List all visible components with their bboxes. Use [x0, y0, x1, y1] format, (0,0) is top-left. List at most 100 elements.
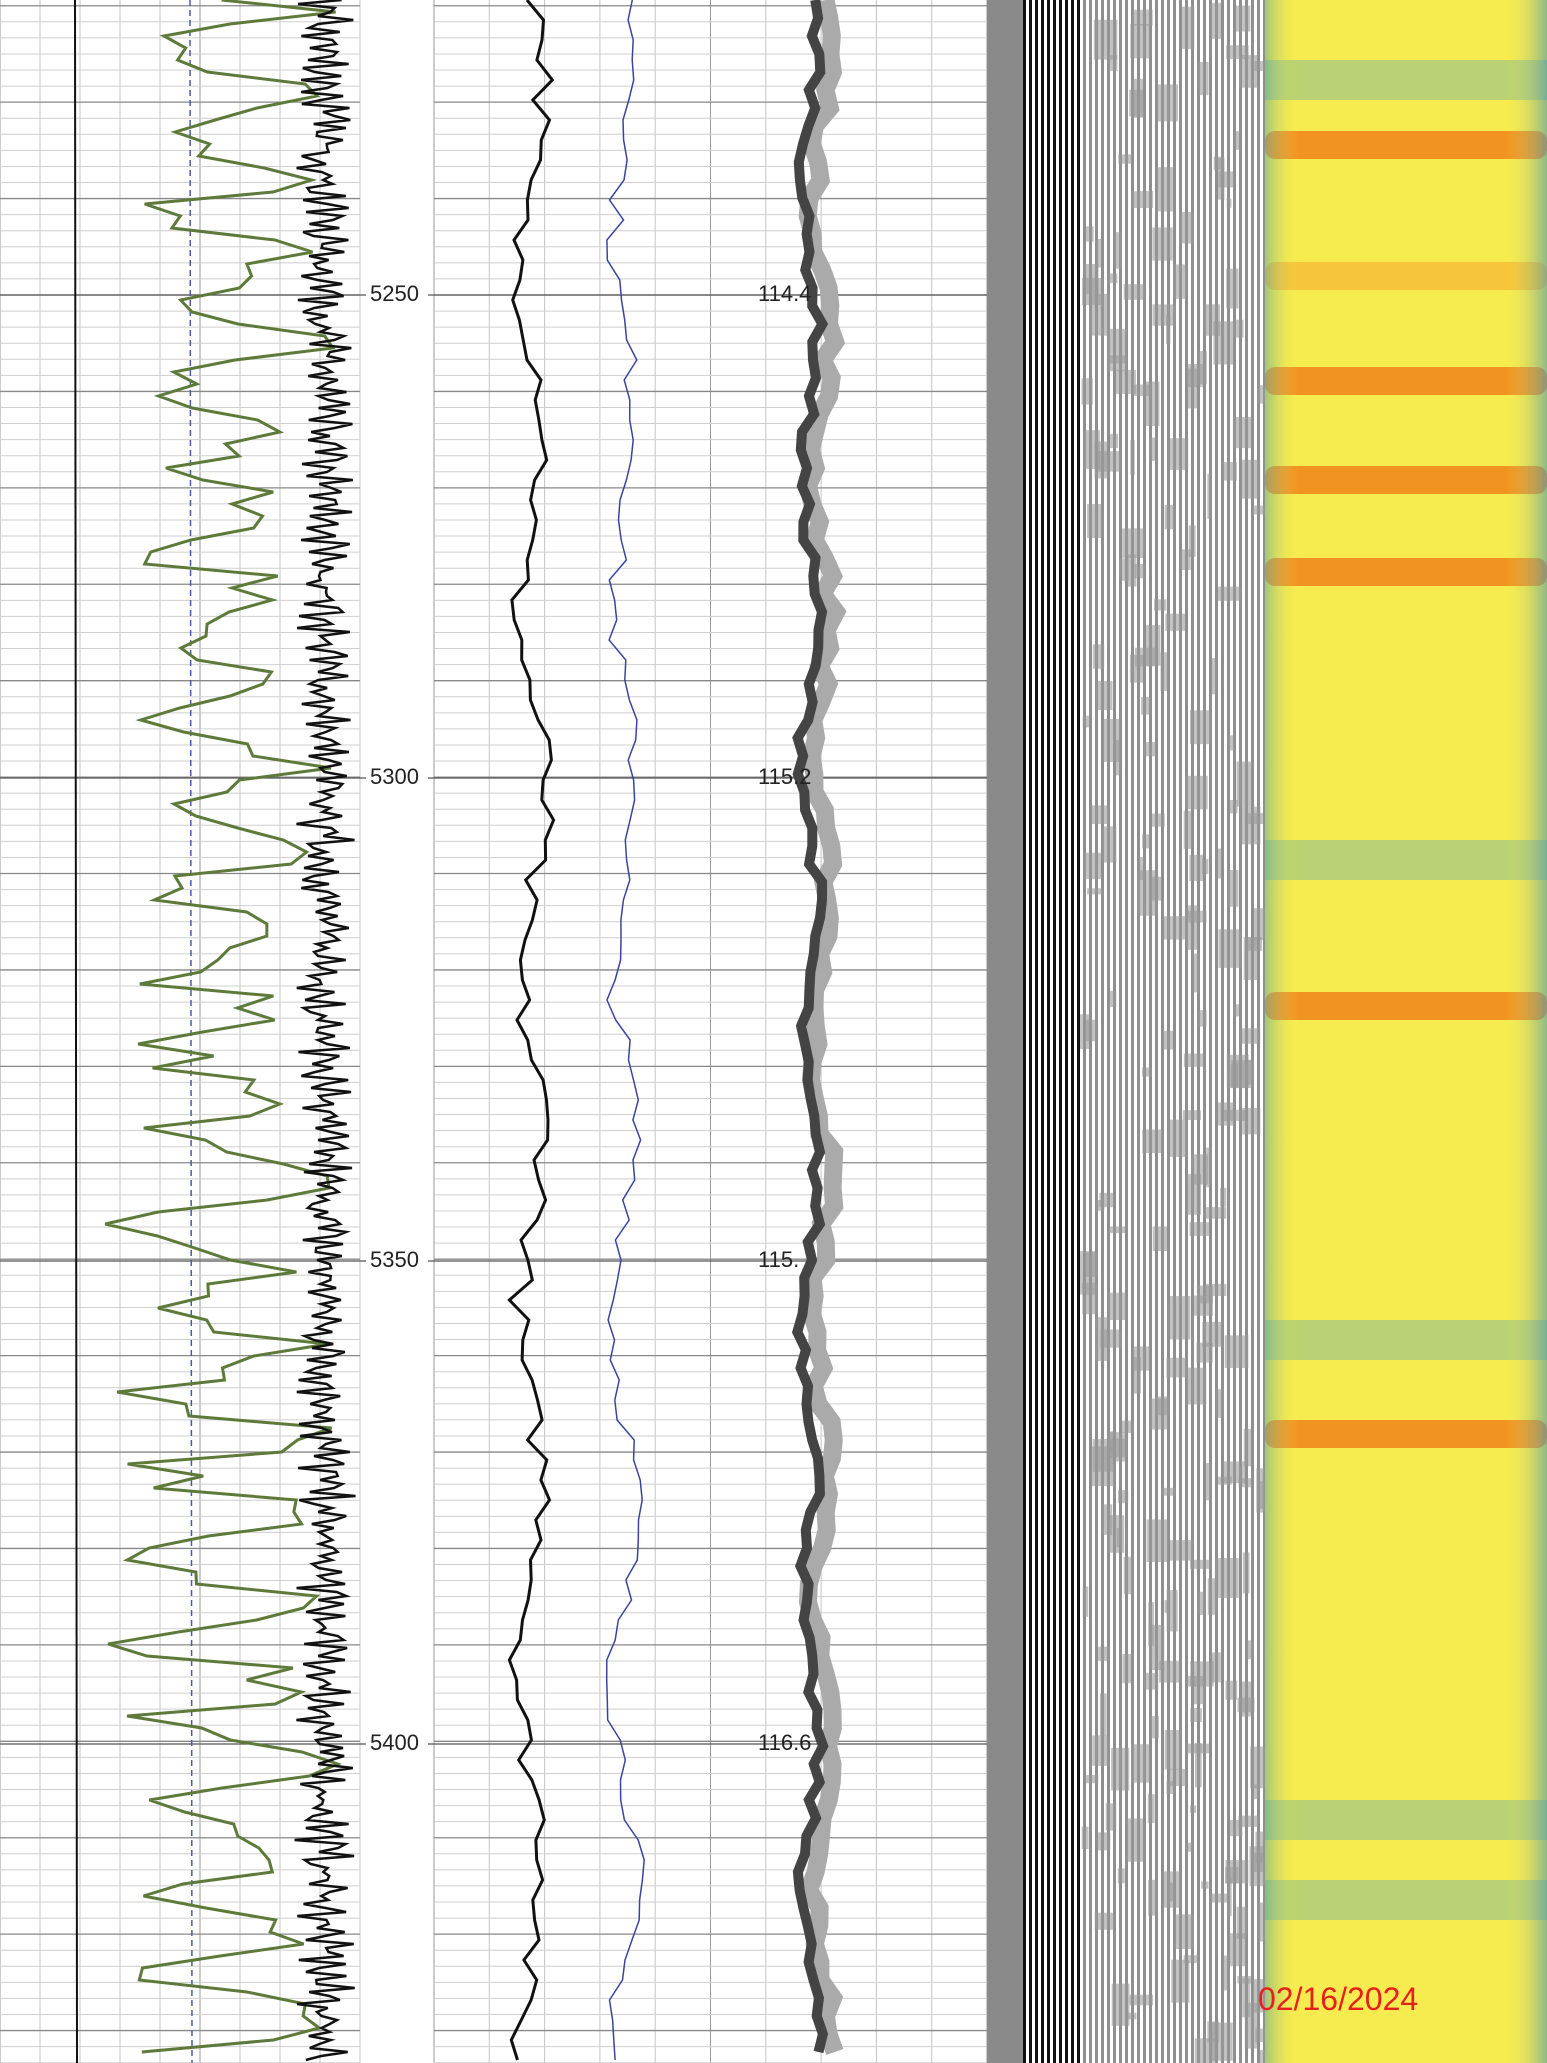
vdl-noise [1161, 1487, 1176, 1496]
vdl-noise [1183, 1053, 1205, 1067]
vdl-noise [1217, 586, 1242, 601]
vdl-noise [1164, 1729, 1181, 1770]
vdl-noise [1225, 1680, 1238, 1700]
vdl-noise [1220, 1187, 1227, 1207]
vdl-stripe [1077, 0, 1080, 2063]
vdl-noise [1108, 1226, 1126, 1234]
time-label: 116.6 [758, 1730, 811, 1755]
vdl-noise [1240, 1028, 1261, 1044]
vdl-noise [1082, 1282, 1099, 1315]
vdl-stripe [1215, 0, 1218, 2063]
vdl-noise [1105, 1803, 1117, 1831]
vdl-stripe [1209, 0, 1212, 2063]
vdl-stripe [1035, 0, 1038, 2063]
vdl-noise [1160, 652, 1168, 691]
vdl-noise [1081, 1826, 1089, 1850]
vdl-noise [1205, 1463, 1211, 1501]
depth-label: 5400 [370, 1730, 419, 1755]
vdl-noise [1132, 9, 1153, 26]
vdl-noise [1138, 857, 1145, 881]
vdl-stripe [1029, 0, 1032, 2063]
vdl-noise [1092, 1735, 1110, 1766]
vdl-noise [1152, 1226, 1168, 1252]
vdl-noise [1145, 625, 1161, 666]
vdl-noise [1129, 1994, 1154, 2006]
vdl-noise [1237, 1697, 1255, 1713]
vdl-noise [1115, 740, 1121, 776]
vdl-noise [1218, 929, 1242, 968]
vdl-stripe [1041, 0, 1044, 2063]
vdl-noise [1082, 1586, 1089, 1617]
vdl-noise [1121, 1420, 1135, 1433]
vdl-stripe [1155, 0, 1158, 2063]
vdl-noise [1110, 433, 1119, 448]
vdl-stripe [1053, 0, 1056, 2063]
vdl-noise [1182, 1110, 1201, 1120]
vdl-noise [1223, 1955, 1230, 1991]
vdl-noise [1149, 1398, 1168, 1430]
vdl-noise [1183, 1955, 1200, 1964]
vdl-noise [1227, 869, 1239, 907]
vdl-noise [1233, 319, 1244, 338]
depth-label: 5300 [370, 764, 419, 789]
vdl-noise [1133, 1357, 1141, 1394]
vdl-noise [1198, 61, 1209, 96]
vdl-noise [1107, 1432, 1128, 1458]
vdl-noise [1259, 2049, 1268, 2063]
vdl-noise [1242, 1552, 1250, 1594]
vdl-noise [1246, 813, 1264, 824]
vdl-noise [1186, 1367, 1207, 1405]
vdl-stripe [1203, 0, 1206, 2063]
vdl-noise [1152, 813, 1165, 827]
vdl-noise [1244, 2002, 1259, 2049]
vdl-noise [1148, 1879, 1158, 1916]
vdl-noise [1193, 1676, 1206, 1705]
vdl-noise [1164, 1600, 1169, 1613]
vdl-noise [1111, 1983, 1130, 2026]
vdl-noise [1235, 5, 1251, 32]
vdl-noise [1226, 198, 1232, 208]
vdl-noise [1130, 24, 1151, 59]
depth-label-bg [366, 1730, 428, 1758]
vdl-noise [1123, 1556, 1133, 1595]
vdl-noise [1091, 805, 1110, 824]
vdl-noise [1142, 834, 1150, 849]
vdl-stripe [1197, 0, 1200, 2063]
curves [74, 0, 847, 2063]
vdl-noise [1181, 6, 1195, 50]
cement-map [1265, 0, 1547, 2063]
vdl-noise [1087, 888, 1103, 895]
vdl-noise [1123, 284, 1145, 300]
vdl-noise [1146, 1519, 1168, 1563]
vdl-noise [1134, 563, 1145, 579]
vdl-noise [1107, 273, 1118, 284]
vdl-noise [1173, 264, 1188, 299]
vdl-noise [1131, 78, 1144, 118]
vdl-noise [1179, 212, 1194, 244]
cmap-edges [1265, 0, 1547, 2063]
vdl-noise [1087, 504, 1103, 539]
vdl-noise [1159, 1660, 1181, 1683]
depth-label-bg [366, 1247, 428, 1275]
vdl-noise [1127, 554, 1137, 587]
gray-band [987, 0, 1023, 2063]
curve-band-gray [798, 0, 847, 2055]
vdl-noise [1148, 1602, 1155, 1646]
vdl-noise [1217, 1102, 1235, 1126]
vdl-noise [1118, 558, 1129, 581]
vdl-noise [1143, 742, 1157, 757]
curve-dashed [189, 0, 193, 2063]
vdl-stripe [1191, 0, 1194, 2063]
vdl-noise [1193, 1295, 1213, 1316]
vdl-noise [1169, 1296, 1191, 1340]
vdl-noise [1210, 2, 1222, 39]
vdl-noise [1128, 2012, 1137, 2020]
vdl-noise [1101, 1504, 1113, 1536]
vdl-noise [1166, 314, 1171, 345]
vdl-noise [1240, 806, 1261, 845]
vdl-noise [1198, 1010, 1207, 1027]
vdl-noise [1163, 916, 1188, 940]
vdl-noise [1080, 1014, 1089, 1049]
vdl-noise [1236, 761, 1253, 807]
